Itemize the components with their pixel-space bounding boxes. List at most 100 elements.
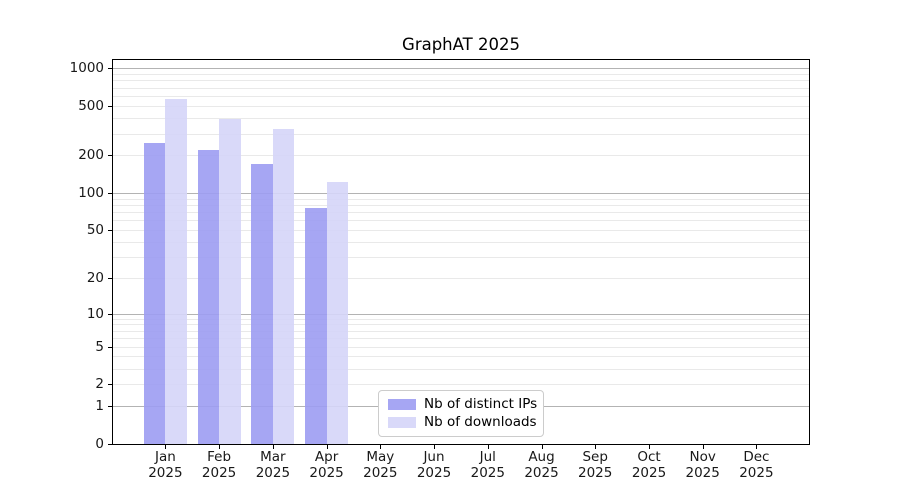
x-tick-label-sep: Sep 2025 [565, 449, 625, 481]
x-tick-mark [380, 445, 382, 449]
y-tick-mark [108, 406, 112, 408]
y-tick-mark [108, 155, 112, 157]
x-tick-mark [541, 445, 543, 449]
y-tick-mark [108, 384, 112, 386]
x-tick-label-jul: Jul 2025 [458, 449, 518, 481]
bar-jan-ips [143, 143, 166, 444]
y-tick-mark [108, 230, 112, 232]
gridline-minor [113, 212, 809, 214]
x-tick-mark [326, 445, 328, 449]
x-tick-label-apr: Apr 2025 [297, 449, 357, 481]
x-tick-mark [756, 445, 758, 449]
x-tick-month: Mar [260, 449, 286, 465]
x-tick-year: 2025 [524, 464, 559, 481]
y-tick-mark [108, 105, 112, 107]
y-tick-mark [108, 68, 112, 70]
gridline-minor [113, 278, 809, 280]
x-tick-label-mar: Mar 2025 [243, 449, 303, 481]
y-tick-label: 0 [95, 436, 104, 452]
gridline-minor [113, 356, 809, 358]
gridline-major [113, 192, 809, 194]
bar-feb-downloads [219, 119, 241, 444]
gridline-minor [113, 87, 809, 89]
chart-title: GraphAT 2025 [402, 35, 520, 54]
x-tick-mark [595, 445, 597, 449]
y-tick-label: 5 [95, 338, 104, 355]
x-tick-label-jun: Jun 2025 [404, 449, 464, 481]
bar-mar-ips [251, 164, 273, 444]
x-tick-year: 2025 [309, 464, 344, 481]
x-tick-month: Apr [314, 449, 339, 465]
bar-feb-ips [197, 150, 220, 444]
gridline-major [113, 68, 809, 70]
y-tick-mark [108, 346, 112, 348]
legend-swatch [388, 416, 416, 428]
gridline-minor [113, 330, 809, 332]
gridline-minor [113, 198, 809, 200]
gridline-minor [113, 80, 809, 82]
gridline-minor [113, 257, 809, 259]
gridline-minor [113, 220, 809, 222]
gridline-minor [113, 155, 809, 157]
legend-entry: Nb of distinct IPs [388, 396, 538, 413]
x-tick-mark [487, 445, 489, 449]
x-tick-mark [165, 445, 167, 449]
x-tick-label-feb: Feb 2025 [189, 449, 249, 481]
gridline-minor [113, 346, 809, 348]
y-tick-label: 1000 [69, 60, 104, 77]
x-tick-month: Nov [689, 449, 716, 465]
gridline-minor [113, 204, 809, 206]
bar-apr-downloads [326, 181, 349, 444]
plot-area [112, 59, 810, 445]
x-tick-year: 2025 [739, 464, 774, 481]
x-tick-year: 2025 [363, 464, 398, 481]
x-tick-month: Aug [528, 449, 555, 465]
gridline-minor [113, 241, 809, 243]
x-tick-label-jan: Jan 2025 [135, 449, 195, 481]
x-tick-mark [649, 445, 650, 449]
y-tick-label: 100 [78, 184, 104, 201]
gridline-minor [113, 384, 809, 386]
y-tick-mark [108, 313, 112, 315]
gridline-major [113, 313, 809, 315]
gridline-minor [113, 318, 809, 320]
gridline-minor [113, 324, 809, 326]
legend-label: Nb of downloads [424, 413, 537, 430]
bar-mar-downloads [272, 129, 295, 444]
gridline-minor [113, 105, 809, 107]
x-tick-mark [272, 445, 274, 449]
x-tick-year: 2025 [201, 464, 237, 481]
gridline-minor [113, 133, 809, 135]
y-tick-label: 2 [95, 376, 104, 393]
gridline-minor [113, 338, 809, 340]
x-tick-month: Jul [479, 449, 496, 465]
x-tick-year: 2025 [470, 464, 505, 481]
x-tick-label-may: May 2025 [350, 449, 410, 481]
x-tick-label-nov: Nov 2025 [673, 449, 733, 481]
x-tick-year: 2025 [416, 464, 452, 481]
x-tick-label-oct: Oct 2025 [619, 449, 679, 481]
legend-swatch [388, 399, 416, 411]
x-tick-mark [702, 445, 704, 449]
legend: Nb of distinct IPs Nb of downloads [378, 390, 544, 437]
y-tick-mark [108, 192, 112, 194]
y-tick-label: 20 [86, 270, 104, 287]
x-tick-mark [219, 445, 221, 449]
x-tick-month: May [366, 449, 395, 465]
y-tick-mark [108, 278, 112, 280]
x-tick-month: Sep [582, 449, 608, 465]
gridline-minor [113, 368, 809, 370]
bar-apr-ips [305, 208, 327, 444]
bar-jan-downloads [165, 98, 187, 444]
gridline-minor [113, 95, 809, 97]
legend-label: Nb of distinct IPs [424, 396, 538, 413]
y-tick-label: 500 [78, 97, 104, 114]
y-tick-label: 200 [78, 147, 104, 164]
x-tick-year: 2025 [685, 464, 720, 481]
x-tick-year: 2025 [148, 464, 183, 481]
x-tick-label-aug: Aug 2025 [512, 449, 572, 481]
x-tick-month: Dec [743, 449, 770, 465]
y-tick-label: 50 [86, 222, 104, 239]
legend-entry: Nb of downloads [388, 413, 537, 431]
